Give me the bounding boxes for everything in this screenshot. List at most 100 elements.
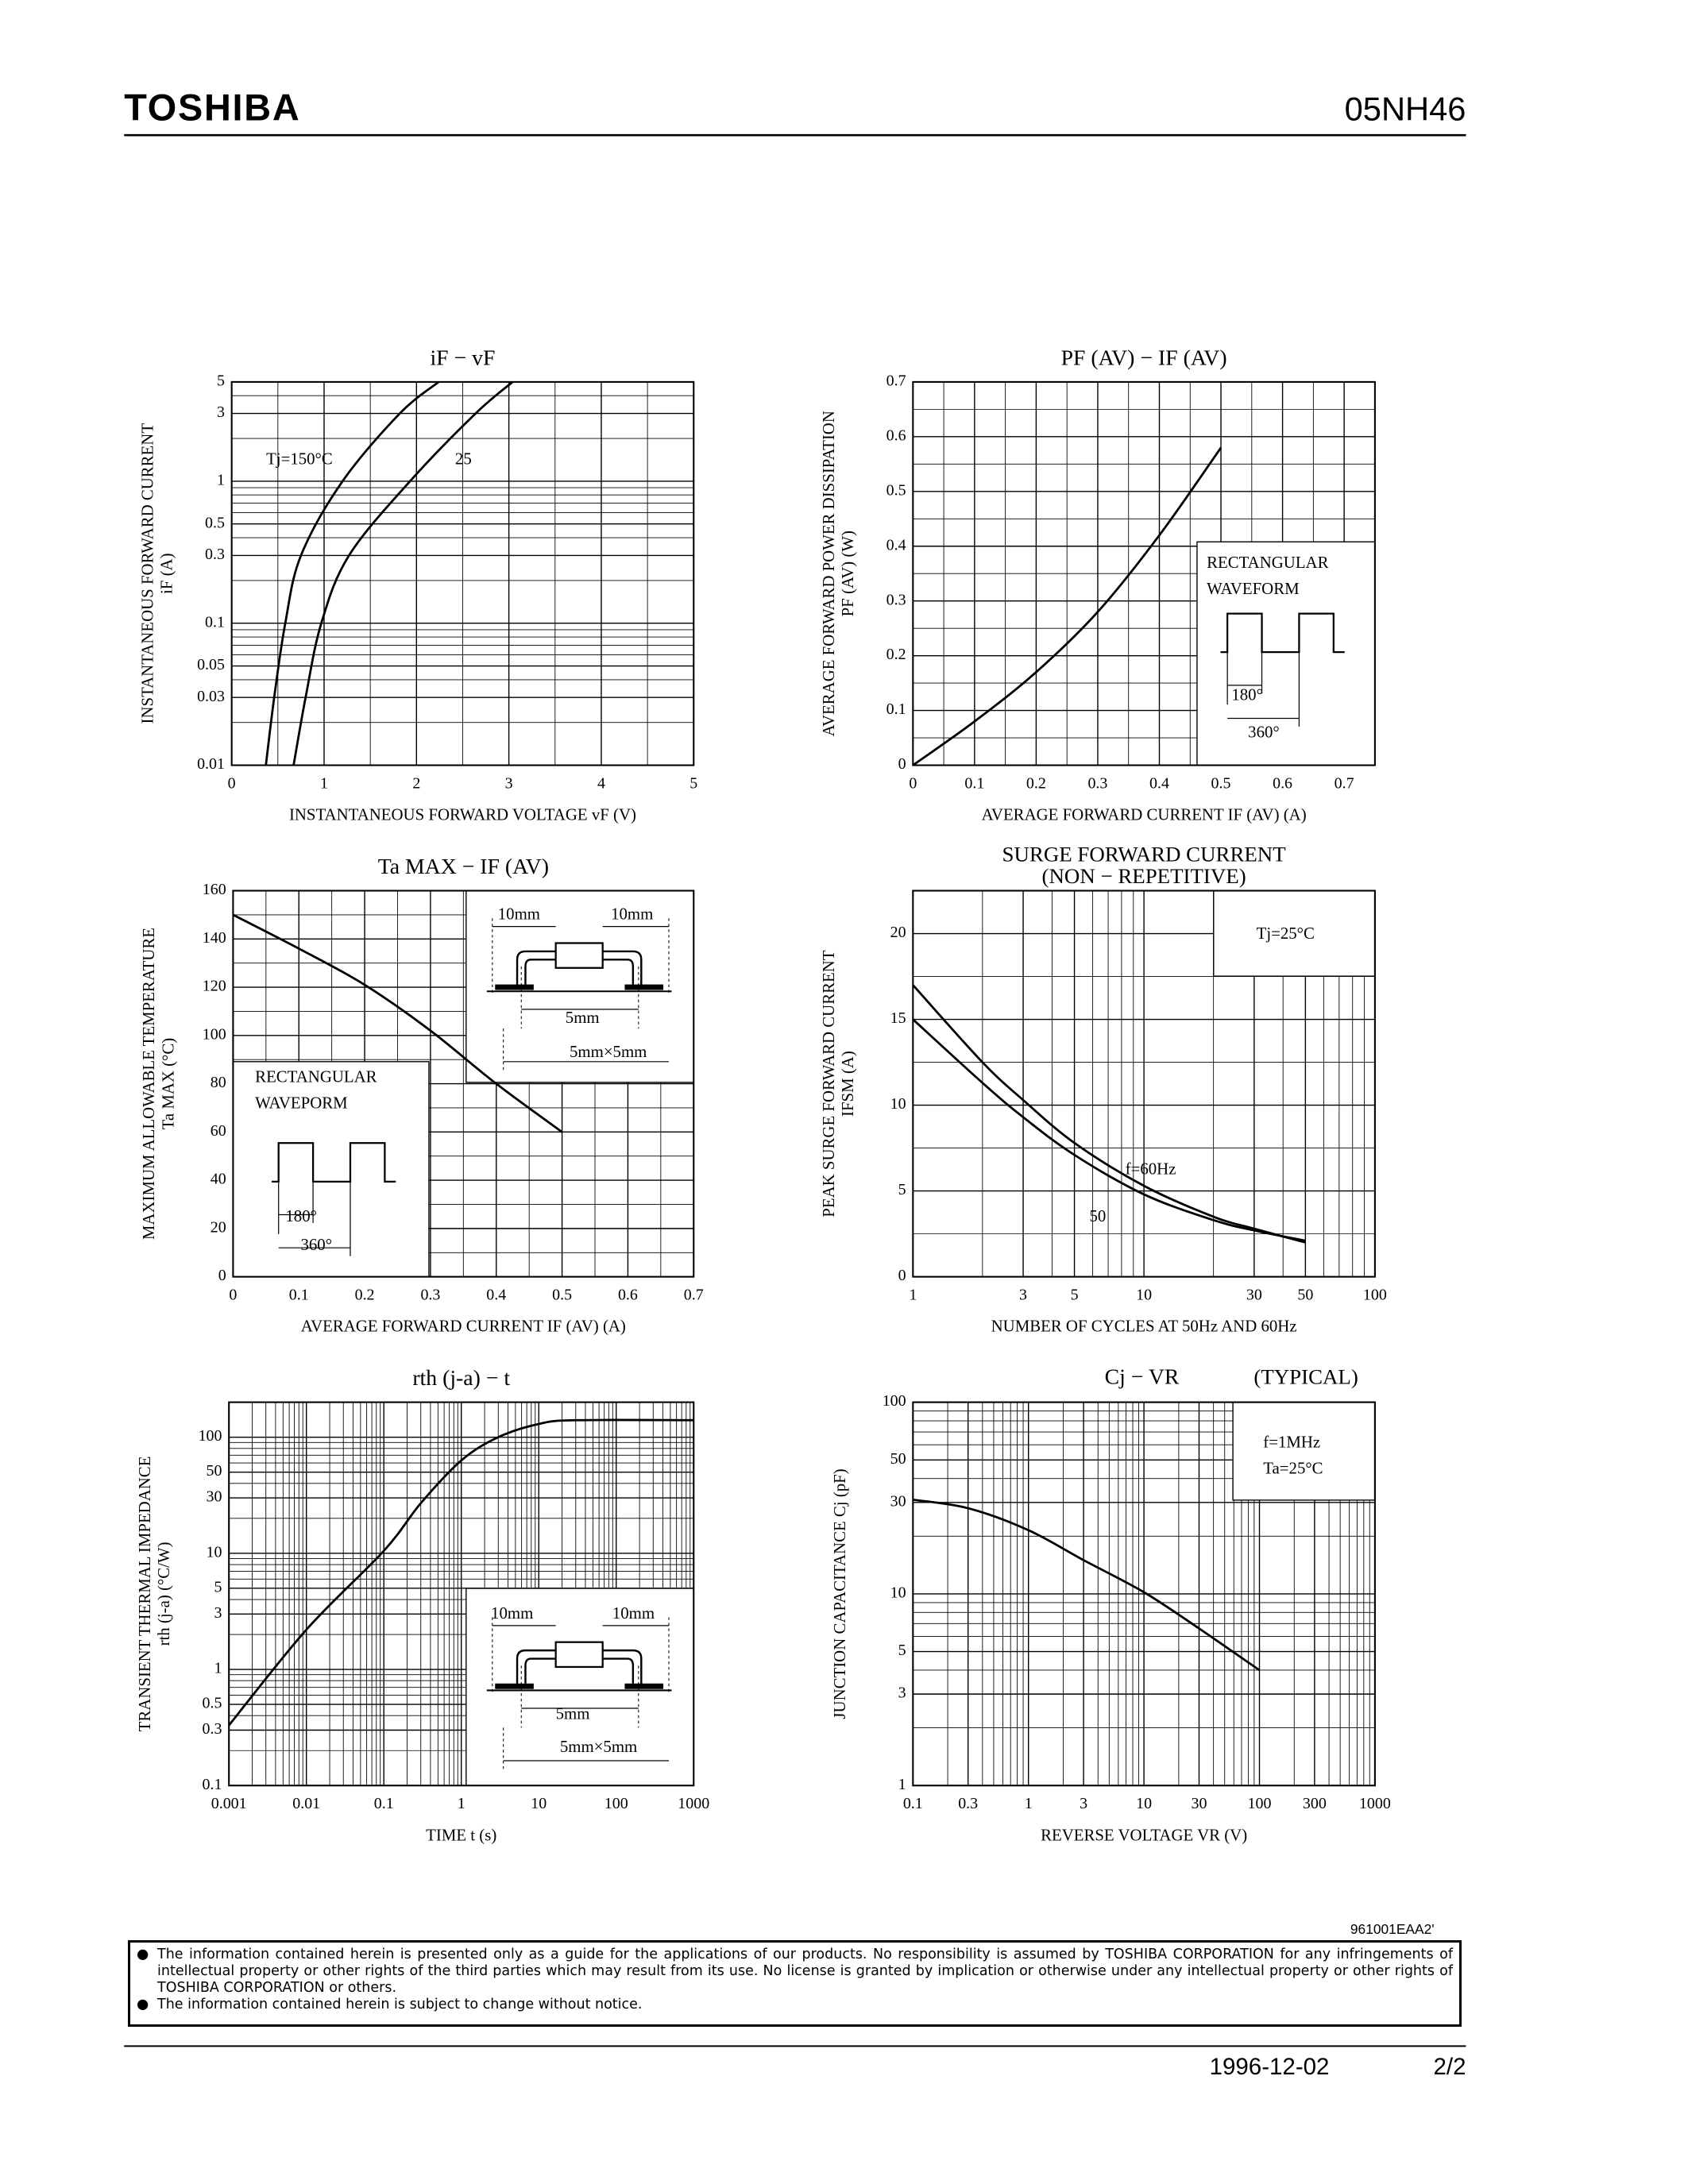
series-label: Tj=150°C: [266, 450, 333, 469]
chart-title: Cj − VR: [1105, 1364, 1180, 1389]
inset-label: 10mm: [611, 905, 653, 924]
y-tick-label: 100: [203, 1025, 226, 1043]
y-tick-label: 5: [898, 1181, 906, 1198]
x-tick-label: 0.1: [903, 1795, 923, 1812]
inset-box: [1232, 1401, 1376, 1501]
inset-label: 5mm×5mm: [560, 1737, 637, 1756]
x-tick-label: 5: [689, 774, 697, 792]
lead: [500, 950, 659, 989]
y-tick-label: 0.01: [197, 755, 225, 773]
curve: [292, 380, 514, 766]
inset-box: [232, 1061, 430, 1278]
y-tick-label: 5: [217, 372, 225, 389]
inset-box: [1196, 541, 1376, 766]
x-tick-label: 0.4: [486, 1287, 506, 1304]
part-number: 05NH46: [1345, 91, 1466, 128]
y-tick-label: 0.03: [197, 688, 225, 705]
x-tick-label: 0.3: [958, 1795, 978, 1812]
series-label: f=60Hz: [1126, 1160, 1176, 1179]
x-tick-label: 0.2: [1026, 774, 1046, 792]
curve: [228, 1418, 694, 1727]
pad: [624, 984, 664, 990]
y-axis-label: INSTANTANEOUS FORWARD CURRENT: [137, 423, 156, 724]
x-tick-label: 1: [320, 774, 328, 792]
x-tick-label: 1000: [678, 1795, 709, 1812]
y-tick-label: 100: [883, 1392, 906, 1410]
inset-label: RECTANGULAR: [255, 1067, 377, 1086]
x-tick-label: 0.7: [684, 1287, 704, 1304]
y-axis-unit: Ta MAX (°C): [158, 1038, 177, 1130]
inset-label: f=1MHz: [1263, 1432, 1320, 1451]
x-axis-label: AVERAGE FORWARD CURRENT IF (AV) (A): [982, 805, 1307, 824]
curve: [912, 984, 1306, 1244]
y-tick-label: 0.3: [203, 1720, 222, 1738]
doc-code: 961001EAA2': [1350, 1921, 1435, 1937]
inset-label: RECTANGULAR: [1207, 553, 1328, 572]
y-tick-label: 160: [203, 881, 226, 898]
x-axis-label: AVERAGE FORWARD CURRENT IF (AV) (A): [301, 1317, 626, 1336]
package-body: [554, 1641, 604, 1669]
y-tick-label: 0.1: [203, 1776, 222, 1793]
series-label: 25: [455, 450, 472, 469]
inset-label: 5mm: [556, 1704, 590, 1723]
y-tick-label: 3: [217, 403, 225, 421]
y-tick-label: 10: [890, 1095, 906, 1113]
plot-frame: [912, 380, 1376, 766]
x-tick-label: 300: [1303, 1795, 1327, 1812]
y-axis-unit: rth (j-a) (°C/W): [154, 1542, 173, 1646]
x-tick-label: 10: [1136, 1287, 1152, 1304]
inset-label: 10mm: [498, 905, 540, 924]
x-tick-label: 4: [597, 774, 605, 792]
x-tick-label: 0.01: [292, 1795, 320, 1812]
y-tick-label: 0.5: [886, 481, 906, 499]
dimension-line: [492, 1625, 670, 1761]
x-axis-label: INSTANTANEOUS FORWARD VOLTAGE vF (V): [289, 805, 636, 824]
y-axis-unit: PF (AV) (W): [838, 531, 857, 616]
package-body: [554, 942, 604, 969]
x-tick-label: 0: [228, 774, 236, 792]
inset-label: 10mm: [491, 1603, 533, 1623]
plot-frame: [232, 889, 695, 1278]
x-tick-label: 3: [1080, 1795, 1087, 1812]
dimension-line: [278, 1181, 351, 1256]
curve: [232, 913, 563, 1133]
x-tick-label: 0.5: [1211, 774, 1231, 792]
y-tick-label: 0.6: [886, 426, 906, 444]
x-tick-label: 100: [1363, 1287, 1387, 1304]
x-tick-label: 0.6: [1273, 774, 1292, 792]
x-tick-label: 0.6: [618, 1287, 638, 1304]
y-tick-label: 10: [207, 1543, 222, 1561]
notice: The information contained herein is subj…: [137, 1997, 1453, 2013]
x-tick-label: 0.1: [374, 1795, 394, 1812]
lead: [500, 1649, 659, 1688]
y-tick-label: 0.3: [886, 591, 906, 608]
x-tick-label: 1: [458, 1795, 465, 1812]
y-axis-label: PEAK SURGE FORWARD CURRENT: [819, 950, 838, 1217]
y-tick-label: 1: [898, 1776, 906, 1793]
plot-frame: [912, 1401, 1376, 1787]
x-tick-label: 5: [1071, 1287, 1079, 1304]
y-tick-label: 3: [214, 1604, 222, 1622]
y-tick-label: 10: [890, 1584, 906, 1602]
y-tick-label: 80: [211, 1074, 226, 1091]
date: 1996-12-02: [1210, 2054, 1330, 2080]
inset-label: Ta=25°C: [1263, 1458, 1323, 1477]
y-tick-label: 0.5: [203, 1695, 222, 1712]
pad: [495, 984, 534, 990]
x-tick-label: 0.2: [355, 1287, 375, 1304]
y-tick-label: 0.05: [197, 656, 225, 673]
x-axis-label: REVERSE VOLTAGE VR (V): [1041, 1825, 1247, 1844]
x-tick-label: 1: [909, 1287, 917, 1304]
y-tick-label: 20: [211, 1218, 226, 1236]
x-tick-label: 0.1: [289, 1287, 309, 1304]
x-axis-label: TIME t (s): [426, 1825, 496, 1844]
y-tick-label: 20: [890, 924, 906, 941]
inset-label: WAVEFORM: [1207, 579, 1300, 598]
y-tick-label: 5: [214, 1578, 222, 1596]
pad: [624, 1683, 664, 1689]
waveform: [1220, 612, 1345, 654]
inset-label: 360°: [1248, 722, 1280, 741]
inset-label: 5mm×5mm: [570, 1042, 647, 1061]
y-tick-label: 0: [898, 755, 906, 773]
plot-frame: [912, 889, 1376, 1278]
